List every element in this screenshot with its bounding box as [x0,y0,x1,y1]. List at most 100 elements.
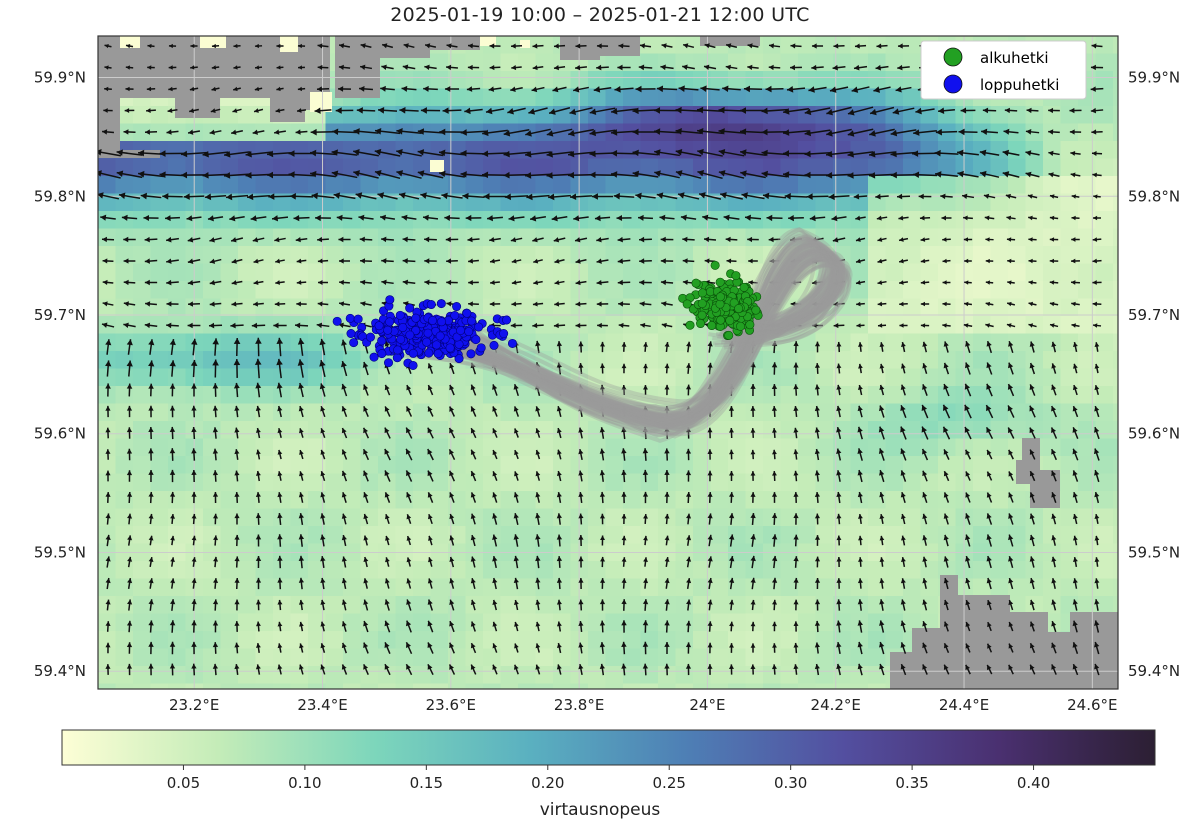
current-arrowhead [921,404,928,411]
speed-cell [920,141,939,160]
speed-cell [710,176,729,195]
current-arrowhead [857,578,863,584]
current-arrowhead [963,237,969,242]
speed-cell [798,578,817,597]
speed-cell [133,368,152,387]
speed-cell [413,263,432,282]
speed-cell [343,561,362,580]
speed-cell [238,141,257,160]
current-arrowhead [535,428,541,434]
speed-cell [1025,526,1044,545]
speed-cell [238,368,257,387]
current-arrowhead [444,214,451,221]
current-arrowhead [747,64,753,71]
current-arrowhead [983,193,990,199]
speed-cell [168,176,187,195]
current-arrowhead [556,599,562,605]
speed-cell [850,88,869,107]
speed-cell [290,473,309,492]
speed-cell [395,123,414,142]
current-arrowhead [922,363,928,369]
speed-cell [430,71,449,90]
speed-cell [745,228,764,247]
speed-cell [115,473,134,492]
speed-cell [868,631,887,650]
current-arrowhead [857,448,863,454]
current-arrowhead [403,43,409,49]
speed-cell [308,281,327,300]
speed-cell [115,176,134,195]
current-arrowhead [600,341,606,347]
current-arrowhead [297,359,305,366]
current-arrowhead [295,236,301,243]
speed-cell [763,228,782,247]
current-arrowhead [718,149,726,156]
current-arrowhead [877,258,883,264]
speed-cell [588,176,607,195]
current-arrowhead [1008,578,1014,584]
speed-cell [168,613,187,632]
speed-cell [850,403,869,422]
speed-cell [413,561,432,580]
current-arrowhead [847,109,855,116]
speed-cell [885,88,904,107]
speed-cell [115,403,134,422]
current-arrowhead [465,214,472,222]
current-arrowhead [374,170,382,177]
current-arrowhead [682,236,688,243]
speed-cell [465,176,484,195]
speed-cell [483,88,502,107]
speed-cell [903,403,922,422]
speed-cell [343,631,362,650]
current-arrowhead [123,129,129,135]
speed-cell [378,438,397,457]
current-arrowhead [761,170,768,178]
speed-cell [1025,368,1044,387]
current-arrowhead [847,151,854,158]
current-arrowhead [1051,470,1057,477]
speed-cell [98,613,117,632]
current-arrowhead [1051,341,1057,347]
speed-cell [605,246,624,265]
current-arrowhead [298,577,305,583]
speed-cell [98,368,117,387]
speed-cell [588,683,607,689]
current-arrowhead [836,384,842,390]
speed-cell [255,473,274,492]
speed-cell [308,351,327,370]
speed-cell [448,263,467,282]
current-arrowhead [857,641,863,648]
current-arrowhead [428,535,433,541]
speed-cell [483,421,502,440]
speed-cell [1060,123,1079,142]
current-arrowhead [532,322,538,329]
speed-cell [378,473,397,492]
current-arrowhead [254,358,262,366]
current-arrowhead [439,170,446,178]
speed-cell [413,648,432,667]
speed-cell [605,438,624,457]
current-arrowhead [233,43,238,49]
speed-cell [290,456,309,475]
speed-cell [378,666,397,685]
current-arrowhead [943,534,949,541]
current-arrowhead [686,578,692,584]
speed-cell [658,176,677,195]
current-arrowhead [514,450,519,456]
speed-cell [903,421,922,440]
speed-cell [115,666,134,685]
speed-cell [220,211,239,230]
speed-cell [588,473,607,492]
speed-cell [430,456,449,475]
speed-cell [658,351,677,370]
current-arrowhead [1003,128,1010,135]
current-arrowhead [632,107,639,115]
speed-cell [728,386,747,405]
speed-cell [868,596,887,615]
current-arrowhead [922,470,928,477]
speed-cell [710,491,729,510]
current-arrowhead [98,149,102,156]
speed-cell [430,491,449,510]
speed-cell [833,193,852,212]
current-arrowhead [535,577,541,583]
